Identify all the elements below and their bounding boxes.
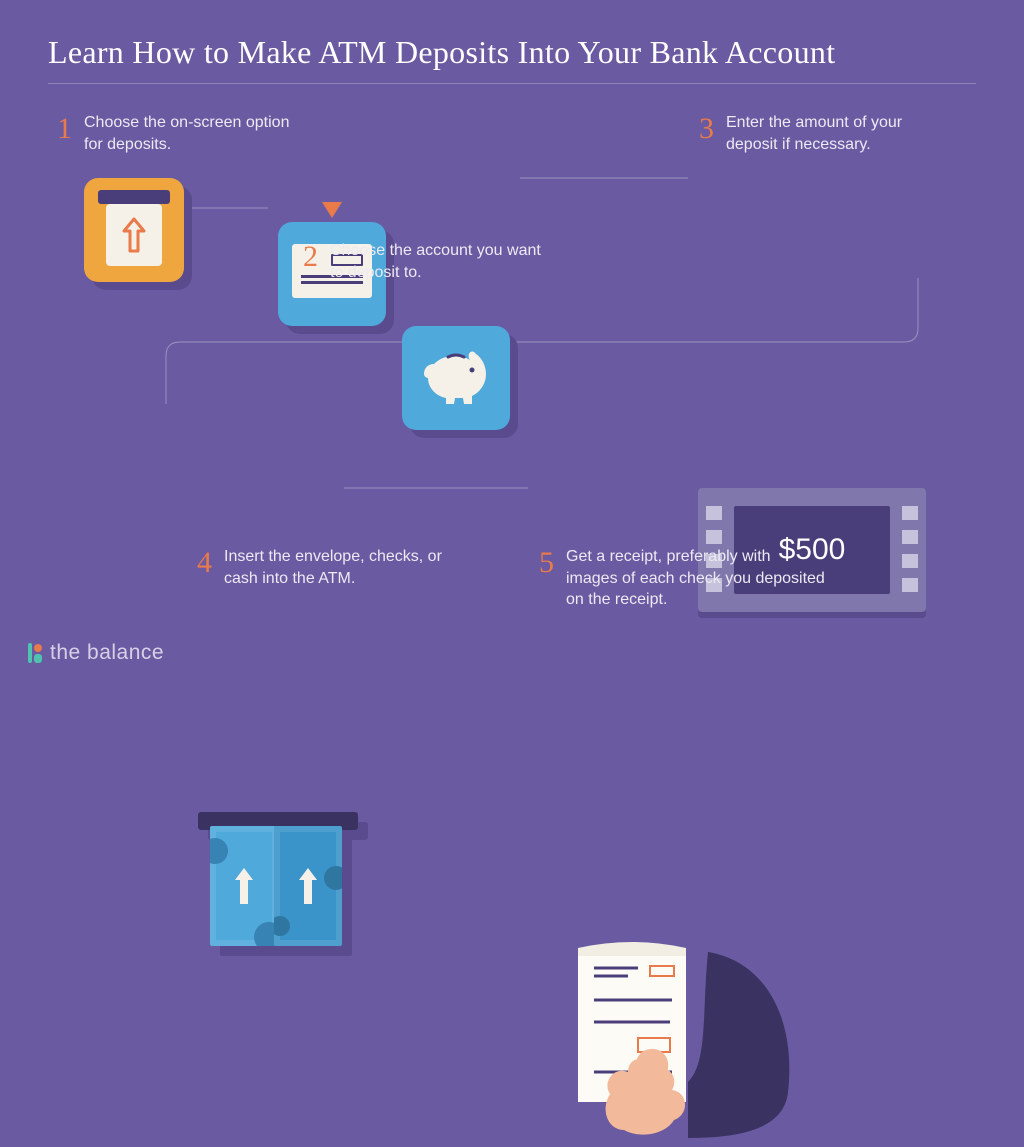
piggy-icon <box>418 346 494 410</box>
infographic-container: Learn How to Make ATM Deposits Into Your… <box>0 0 1024 683</box>
page-title: Learn How to Make ATM Deposits Into Your… <box>48 34 976 84</box>
brand-logo: the balance <box>26 641 164 665</box>
step-4: 4 Insert the envelope, checks, or cash i… <box>184 546 444 589</box>
canvas: 1 Choose the on-screen option for deposi… <box>48 118 976 638</box>
step-4-text: Insert the envelope, checks, or cash int… <box>224 546 444 589</box>
step-2-number: 2 <box>290 240 318 274</box>
step-2-text: Choose the account you want to deposit t… <box>330 240 550 283</box>
cash-insert-icon <box>198 812 358 962</box>
step-3: 3 Enter the amount of your deposit if ne… <box>686 112 946 155</box>
step-5-number: 5 <box>526 546 554 580</box>
step-3-text: Enter the amount of your deposit if nece… <box>726 112 946 155</box>
step-4-number: 4 <box>184 546 212 580</box>
step-1-number: 1 <box>44 112 72 146</box>
card-up-arrow-icon <box>106 204 162 266</box>
step-2: 2 Choose the account you want to deposit… <box>290 240 550 283</box>
brand-mark-icon <box>26 641 44 665</box>
step-3-number: 3 <box>686 112 714 146</box>
receipt-hand-icon <box>538 942 778 1142</box>
atm-slot-icon <box>84 178 184 282</box>
piggy-tile-icon <box>402 326 510 430</box>
selection-pointer-icon <box>322 202 342 218</box>
brand-text: the balance <box>50 641 164 665</box>
step-5-text: Get a receipt, preferably with images of… <box>566 546 826 611</box>
step-1: 1 Choose the on-screen option for deposi… <box>44 112 304 155</box>
step-5: 5 Get a receipt, preferably with images … <box>526 546 826 611</box>
step-1-text: Choose the on-screen option for deposits… <box>84 112 304 155</box>
